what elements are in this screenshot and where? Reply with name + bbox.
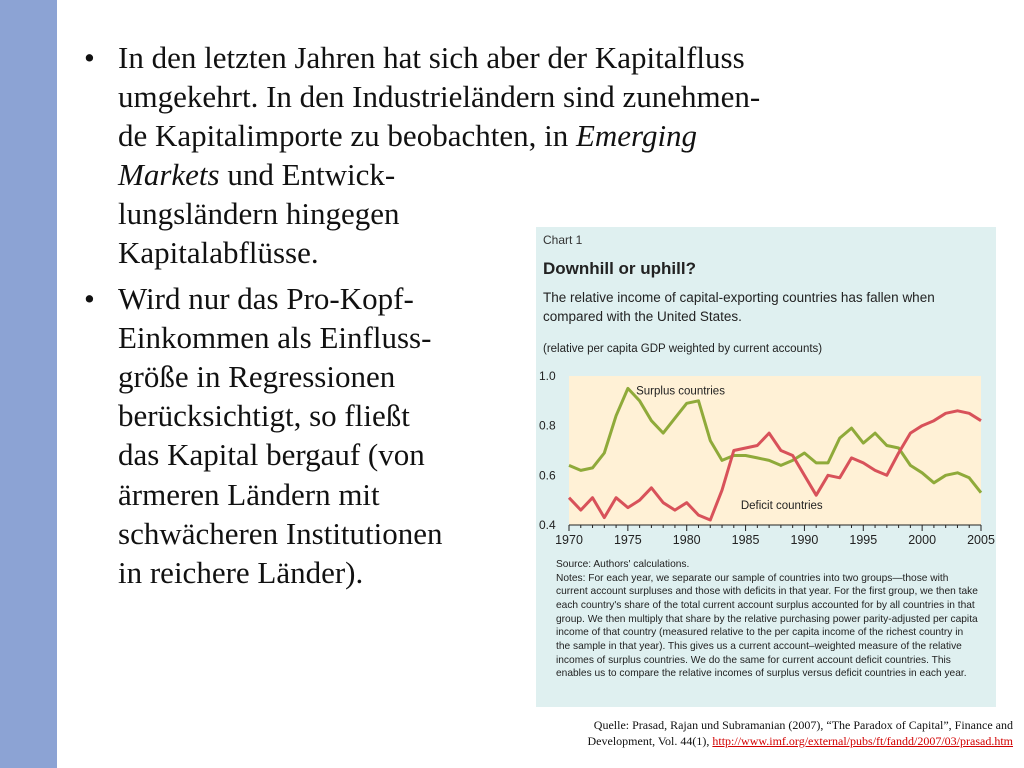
bullet-text: In den letzten Jahren hat sich aber der … [118,40,745,75]
bullet-text: ärmeren Ländern mit [118,476,380,512]
citation-link[interactable]: http://www.imf.org/external/pubs/ft/fand… [712,734,1013,749]
citation-line-2: Development, Vol. 44(1), [587,734,713,749]
bullet-text: Kapitalabflüsse. [118,235,319,271]
citation-line-1: Quelle: Prasad, Rajan und Subramanian (2… [593,718,1013,732]
x-tick-label: 2000 [908,533,936,547]
x-tick-label: 2005 [967,533,995,547]
chart-note: (relative per capita GDP weighted by cur… [543,343,823,355]
bullet-text: berücksichtigt, so fließt [118,398,410,434]
citation: Quelle: Prasad, Rajan und Subramanian (2… [535,717,1014,749]
y-tick-label: 0.4 [539,518,556,532]
source-note-line: group. We then multiply that share by th… [556,613,978,625]
x-tick-label: 1975 [614,533,642,547]
source-note-line: income of that country (measured relativ… [556,627,964,639]
bullet-list: • In den letzten Jahren hat sich aber der… [84,38,944,599]
x-tick-label: 1990 [791,533,819,547]
slide-sidebar-bar [0,0,57,768]
bullet-text: das Kapital bergauf (von [118,437,425,473]
chart-label: Chart 1 [543,233,583,247]
x-tick-label: 1985 [732,533,760,547]
chart-source-notes: Source: Authors' calculations. Notes: For… [556,558,988,681]
y-tick-label: 0.6 [539,468,556,482]
series-label-deficit: Deficit countries [741,500,823,512]
bullet-text: Markets [118,157,220,193]
bullet-item-2: • Wird nur das Pro-Kopf- Einkommen als Ein… [84,279,944,591]
bullet-text: Wird nur das Pro-Kopf- [118,281,414,317]
bullet-text: de Kapitalimporte zu beobachten, in [118,118,576,154]
source-note-line: enables us to compare the relative incom… [556,668,967,680]
bullet-marker: • [84,40,95,75]
series-line-deficit [567,409,982,522]
y-tick-label: 0.8 [539,419,556,433]
chart-title: Downhill or uphill? [543,259,696,278]
source-note-line: current account surpluses and those with… [556,586,978,598]
bullet-text: lungsländern hingegen [118,196,400,232]
bullet-text: umgekehrt. In den Industrieländern sind … [118,79,761,115]
series-line-surplus [568,386,983,494]
bullet-text: größe in Regressionen [118,359,396,395]
source-note-line: each country's share of the total curren… [556,600,975,612]
bullet-item-1: • In den letzten Jahren hat sich aber der… [84,38,944,272]
bullet-text: in reichere Länder). [118,554,364,590]
bullet-text: schwächeren Institutionen [118,515,443,551]
bullet-marker: • [84,281,95,317]
bullet-text: und Entwick- [219,157,396,193]
source-note-line: the sample in that year). This gives us … [556,641,962,653]
source-note-line: Source: Authors' calculations. [556,559,690,570]
series-label-surplus: Surplus countries [636,386,725,398]
bullet-text: Einkommen als Einfluss- [118,320,432,356]
source-note-line: Notes: For each year, we separate our sa… [556,572,949,584]
x-tick-label: 1970 [555,533,583,547]
bullet-text: Emerging [575,118,698,154]
chart-panel: Chart 1 Downhill or uphill? The relative… [536,227,996,707]
line-chart: 0.4 0.6 0.8 1.0 1970 1975 1980 1985 1990 1995 2000… [539,370,995,547]
x-tick-label: 1995 [849,533,877,547]
source-note-line: incomes of surplus countries. We do the … [556,654,951,666]
x-tick-label: 1980 [673,533,701,547]
y-tick-label: 1.0 [539,370,556,383]
chart-subtitle: The relative income of capital-exporting… [543,290,935,325]
